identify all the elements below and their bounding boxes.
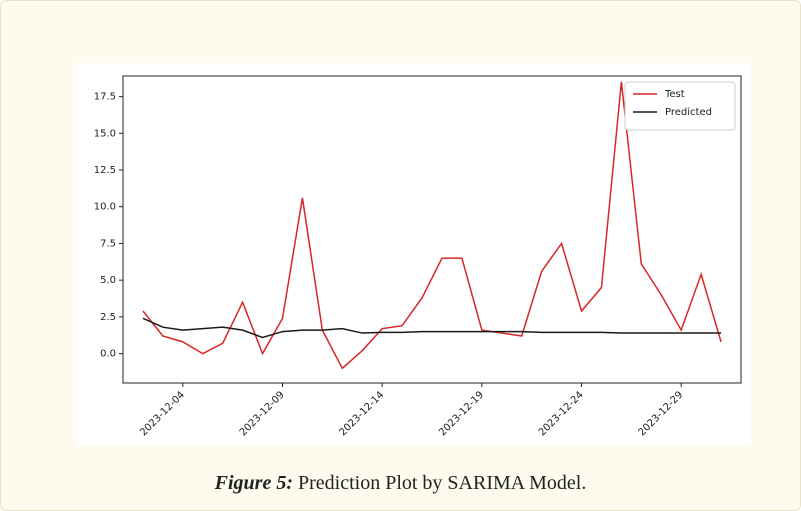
y-tick-label: 10.0: [94, 202, 116, 213]
caption: Figure 5: Prediction Plot by SARIMA Mode…: [1, 472, 800, 495]
caption-text: Prediction Plot by SARIMA Model.: [297, 472, 587, 494]
line-series: [142, 317, 722, 339]
y-tick-label: 5.0: [100, 275, 116, 286]
y-tick-label: 15.0: [94, 128, 116, 139]
y-tick-label: 12.5: [94, 165, 116, 176]
y-tick-label: 7.5: [100, 238, 116, 249]
legend-label: Test: [664, 89, 685, 100]
y-tick-label: 0.0: [100, 349, 116, 360]
legend-label: Predicted: [665, 107, 712, 118]
caption-label: Figure 5:: [214, 472, 293, 494]
y-tick-label: 17.5: [94, 92, 116, 103]
y-tick-label: 2.5: [100, 312, 116, 323]
axes-frame: [122, 75, 742, 384]
